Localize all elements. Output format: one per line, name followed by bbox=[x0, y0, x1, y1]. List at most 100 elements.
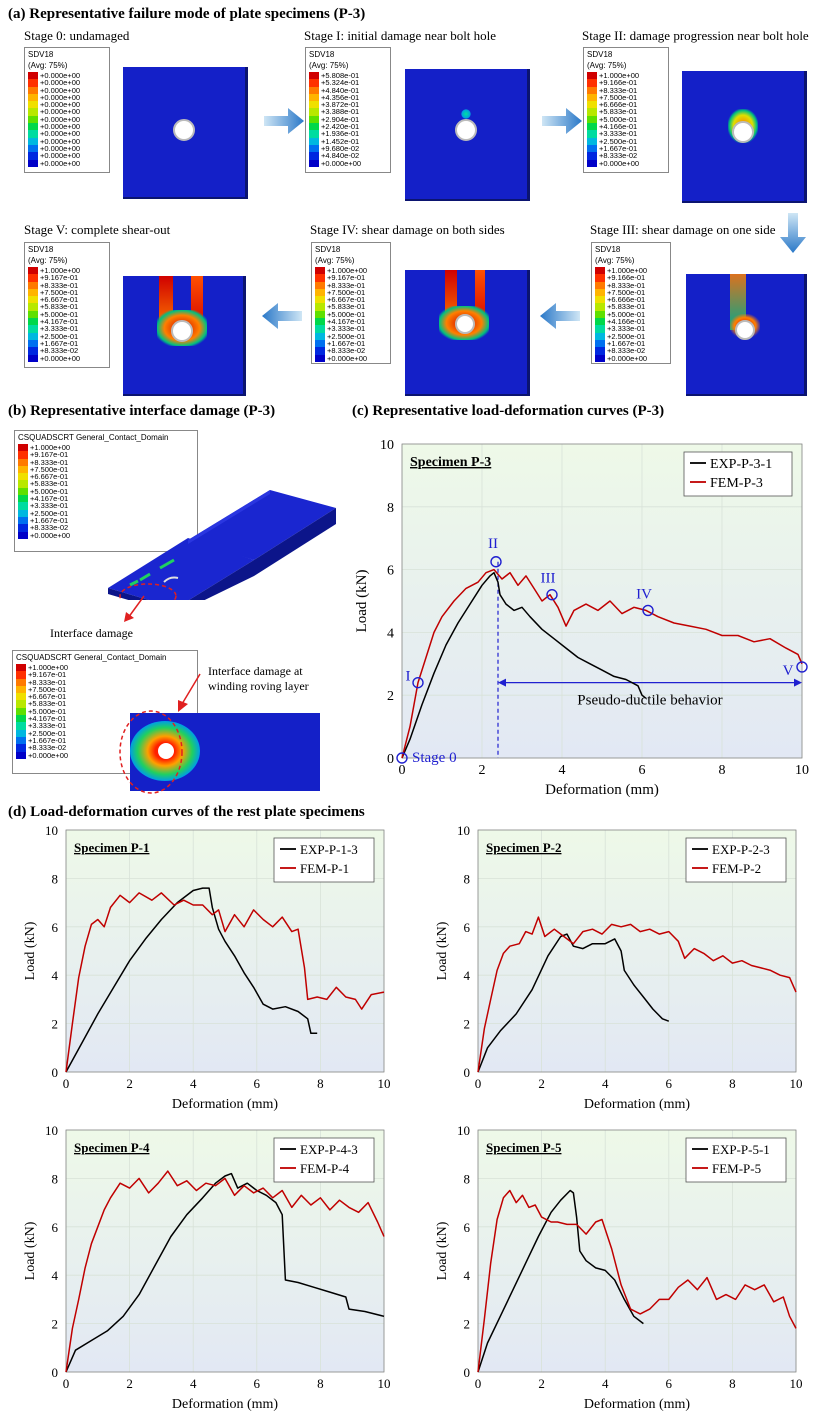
legend-value: +8.333e-01 bbox=[28, 677, 67, 687]
series-line bbox=[401, 568, 803, 759]
y-axis-label: Load (kN) bbox=[23, 1221, 38, 1280]
y-tick-label: 6 bbox=[387, 564, 394, 579]
plate-stage-5 bbox=[123, 276, 246, 396]
plot-frame bbox=[401, 443, 803, 759]
chart-legend bbox=[685, 837, 787, 883]
legend-swatch bbox=[309, 93, 319, 102]
legend-value: +3.333e-01 bbox=[607, 324, 646, 334]
stage-1-color-legend: SDV18 (Avg: 75%) +5.808e-01 +5.324e-01 +4.84… bbox=[305, 47, 391, 173]
bolt-hole bbox=[735, 320, 755, 340]
bolt-hole bbox=[455, 314, 475, 334]
legend-value: +2.500e-01 bbox=[40, 331, 79, 341]
x-tick-label: 2 bbox=[126, 1376, 133, 1391]
legend-row: +3.333e-01 bbox=[584, 130, 668, 138]
stage-1-label: Stage I: initial damage near bolt hole bbox=[304, 28, 497, 43]
arrow-right-icon bbox=[794, 678, 802, 687]
stage-5-color-legend: SDV18 (Avg: 75%) +1.000e+00 +9.167e-01 +8.33… bbox=[24, 242, 110, 368]
legend-value: +5.000e-01 bbox=[327, 309, 366, 319]
legend-swatch bbox=[315, 339, 325, 348]
legend-swatch bbox=[315, 288, 325, 297]
legend-row: +4.166e-01 bbox=[592, 318, 670, 325]
chart-title: Specimen P-4 bbox=[74, 1140, 150, 1155]
legend-swatch bbox=[315, 347, 325, 355]
legend-swatch bbox=[18, 444, 28, 452]
legend-swatch bbox=[315, 325, 325, 333]
legend-row: +0.000e+00 bbox=[25, 151, 109, 161]
y-tick-label: 0 bbox=[387, 752, 394, 767]
legend-row: +2.904e-01 bbox=[306, 115, 390, 124]
x-tick-label: 6 bbox=[254, 1376, 261, 1391]
arrow-right-icon bbox=[542, 108, 582, 134]
legend-row: +3.333e-01 bbox=[312, 325, 390, 333]
legend-row: +2.500e-01 bbox=[13, 729, 197, 737]
legend-swatch bbox=[309, 115, 319, 124]
legend-value: +6.667e-01 bbox=[40, 295, 79, 305]
legend-value: +1.000e+00 bbox=[599, 71, 640, 80]
legend-row: +5.000e-01 bbox=[13, 706, 197, 716]
legend-row: +0.000e+00 bbox=[25, 108, 109, 116]
legend-value: +5.833e-01 bbox=[599, 107, 638, 117]
legend-swatch bbox=[315, 354, 325, 362]
legend-row: +0.000e+00 bbox=[25, 79, 109, 87]
legend-swatch bbox=[595, 267, 605, 275]
legend-subtitle: (Avg: 75%) bbox=[28, 256, 68, 265]
x-tick-label: 0 bbox=[63, 1076, 70, 1091]
series-line bbox=[477, 1189, 797, 1373]
legend-value: +5.000e-01 bbox=[28, 706, 67, 716]
y-tick-label: 10 bbox=[45, 1123, 58, 1138]
legend-title: SDV18 bbox=[587, 50, 613, 59]
y-tick-label: 2 bbox=[464, 1317, 471, 1332]
legend-row: +2.500e-01 bbox=[15, 509, 197, 517]
legend-row: +5.833e-01 bbox=[592, 303, 670, 311]
interface-damage-label: Interface damage bbox=[50, 626, 133, 640]
legend-swatch bbox=[18, 531, 28, 539]
legend-swatch bbox=[309, 123, 319, 131]
legend-value: +3.333e-01 bbox=[28, 721, 67, 731]
plate-stage-0 bbox=[123, 67, 248, 199]
legend-value: +6.666e-01 bbox=[607, 295, 646, 305]
plot-frame bbox=[477, 829, 797, 1073]
legend-row: +1.000e+00 bbox=[312, 267, 390, 274]
legend-value: +0.000e+00 bbox=[40, 92, 81, 102]
legend-value: +9.166e-01 bbox=[607, 273, 646, 283]
legend-row: +0.000e+00 bbox=[25, 354, 109, 362]
legend-row: +0.000e+00 bbox=[25, 123, 109, 130]
legend-row: +1.000e+00 bbox=[13, 664, 197, 671]
legend-row: +4.167e-01 bbox=[25, 318, 109, 325]
x-tick-label: 2 bbox=[126, 1076, 133, 1091]
damage-highlight-ellipse bbox=[119, 710, 183, 794]
interface-winding-label-line2: winding roving layer bbox=[208, 679, 309, 693]
legend-swatch bbox=[18, 509, 28, 517]
stage-marker-label: II bbox=[488, 536, 498, 552]
y-axis-label: Load (kN) bbox=[23, 921, 38, 980]
legend-value: +7.500e-01 bbox=[327, 287, 366, 297]
legend-swatch bbox=[16, 722, 26, 730]
legend-entry: EXP-P-2-3 bbox=[712, 842, 770, 857]
legend-value: +9.167e-01 bbox=[327, 273, 366, 283]
legend-swatch bbox=[595, 339, 605, 348]
legend-row: +0.000e+00 bbox=[25, 145, 109, 152]
x-tick-label: 0 bbox=[399, 763, 406, 778]
legend-title: SDV18 bbox=[315, 245, 341, 254]
legend-value: +8.333e-02 bbox=[599, 151, 638, 161]
legend-value: +0.000e+00 bbox=[327, 353, 368, 363]
legend-value: +7.500e-01 bbox=[599, 92, 638, 102]
chart-p1: 0 2 4 6 8 10 0 2 4 6 8 10 Deformation (mm) Load (kN) S… bbox=[23, 823, 391, 1112]
plate-stage-1 bbox=[405, 69, 530, 201]
legend-value: +1.667e-01 bbox=[30, 515, 69, 525]
y-tick-label: 6 bbox=[464, 920, 471, 935]
legend-row: +1.667e-01 bbox=[25, 340, 109, 347]
chart-legend bbox=[683, 451, 793, 497]
stage-marker-label: V bbox=[783, 663, 794, 679]
legend-value: +0.000e+00 bbox=[599, 158, 640, 168]
plot-frame bbox=[65, 1129, 385, 1373]
legend-value: +0.000e+00 bbox=[40, 151, 81, 161]
legend-row: +0.000e+00 bbox=[25, 92, 109, 102]
chart-title: Specimen P-2 bbox=[486, 840, 561, 855]
y-tick-label: 0 bbox=[464, 1365, 471, 1380]
legend-value: +5.000e-01 bbox=[40, 309, 79, 319]
legend-row: +0.000e+00 bbox=[312, 353, 390, 363]
legend-row: +6.666e-01 bbox=[592, 295, 670, 305]
legend-swatch bbox=[587, 123, 597, 131]
legend-swatch bbox=[587, 79, 597, 87]
